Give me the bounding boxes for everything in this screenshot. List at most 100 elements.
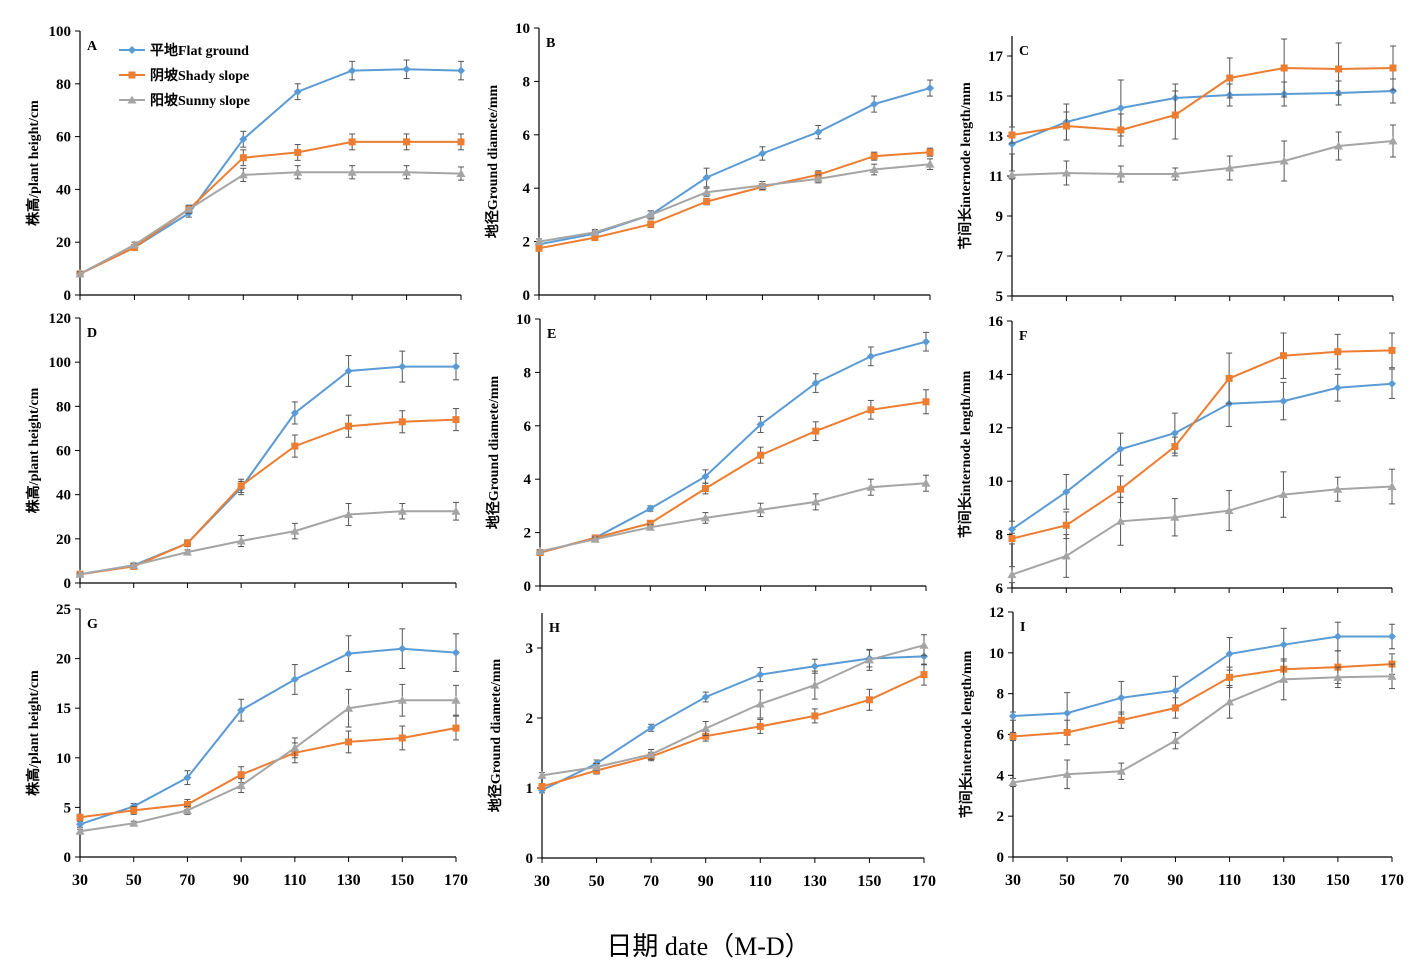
panel-B: 0 2 4 6 8 10 地径Ground diamete/mm B	[484, 21, 935, 304]
series-line	[541, 673, 925, 788]
data-point	[1171, 111, 1179, 119]
data-point	[756, 670, 765, 679]
legend: 平地Flat ground 阴坡Shady slope 阳坡Sunny slope	[119, 42, 250, 109]
panel-G: 0 5 10 15 20 25 30 50 70 90 110 130 150 170 株高/plant h…	[25, 602, 468, 889]
series-line	[539, 482, 927, 553]
data-point	[811, 379, 820, 388]
data-point	[1061, 168, 1071, 177]
data-point	[344, 649, 353, 658]
y-tick-label: 0	[64, 850, 72, 866]
data-point	[1062, 521, 1070, 529]
y-axis-title: 地径Ground diamete/mm	[487, 658, 504, 812]
data-point	[756, 505, 766, 514]
x-tick-label: 30	[1005, 872, 1021, 889]
series-line	[538, 163, 931, 243]
data-point	[344, 367, 353, 375]
data-point	[702, 732, 710, 740]
data-point	[1116, 169, 1126, 178]
series-shady-slope	[538, 663, 928, 791]
legend-marker	[127, 95, 137, 104]
data-point	[452, 724, 460, 732]
data-point	[1387, 671, 1397, 680]
y-tick-label: 6	[996, 581, 1004, 597]
y-tick-label: 9	[996, 209, 1004, 225]
data-point	[1226, 673, 1234, 681]
x-axis-title: 日期 date（M-D）	[606, 932, 811, 961]
data-point	[700, 513, 710, 522]
data-point	[1170, 169, 1180, 178]
y-axis-title: 节间长internode length/mm	[958, 650, 975, 818]
y-tick-label: 10	[515, 21, 530, 37]
data-point	[757, 451, 765, 459]
data-point	[756, 420, 765, 429]
legend-label: 阴坡Shady slope	[150, 67, 249, 84]
data-point	[1170, 736, 1180, 745]
data-point	[814, 128, 823, 137]
data-point	[1171, 704, 1179, 712]
data-point	[236, 536, 246, 545]
data-point	[1225, 374, 1233, 382]
data-point	[1226, 74, 1234, 82]
data-point	[1279, 640, 1288, 649]
x-tick-label: 90	[233, 872, 249, 889]
data-point	[702, 173, 711, 182]
data-point	[1116, 516, 1126, 525]
data-point	[591, 234, 599, 242]
data-point	[646, 210, 656, 219]
series-shady-slope	[1008, 38, 1397, 147]
data-point	[76, 813, 84, 821]
data-point	[347, 167, 357, 176]
data-point	[452, 416, 460, 424]
series-sunny-slope	[1007, 468, 1397, 584]
y-tick-label: 6	[524, 419, 532, 435]
data-point	[397, 506, 407, 515]
series-flat-ground	[1009, 621, 1396, 734]
data-point	[755, 699, 765, 708]
series-line	[541, 655, 925, 791]
panel-label: C	[1019, 44, 1029, 59]
data-point	[534, 237, 544, 246]
x-tick-label: 170	[444, 872, 468, 889]
data-point	[402, 167, 412, 176]
y-tick-label: 8	[523, 74, 531, 90]
data-point	[402, 65, 411, 74]
data-point	[1334, 141, 1344, 150]
y-tick-label: 12	[989, 605, 1004, 621]
series-line	[1011, 140, 1394, 176]
panel-label: E	[547, 327, 556, 342]
data-point	[1333, 383, 1342, 392]
data-point	[811, 712, 819, 720]
data-point	[812, 427, 820, 435]
panel-E: 0 2 4 6 8 10 地径Ground diamete/mm E	[485, 312, 931, 595]
series-sunny-slope	[535, 474, 931, 555]
data-point	[75, 569, 85, 578]
data-point	[1170, 512, 1180, 521]
y-tick-label: 0	[524, 579, 532, 595]
data-point	[1116, 445, 1125, 454]
data-point	[1062, 487, 1071, 496]
x-tick-label: 90	[1167, 872, 1183, 889]
data-point	[1335, 65, 1343, 73]
x-tick-label: 150	[390, 872, 414, 889]
x-tick-label: 110	[1218, 872, 1241, 889]
y-tick-label: 120	[49, 311, 72, 327]
data-point	[922, 337, 930, 346]
data-point	[1333, 632, 1342, 641]
y-axis-title: 株高/plant height/cm	[25, 387, 42, 513]
y-tick-label: 80	[56, 399, 71, 415]
data-point	[1389, 87, 1397, 95]
data-point	[646, 504, 655, 513]
series-shady-slope	[76, 408, 460, 578]
data-point	[925, 159, 935, 168]
y-tick-label: 11	[989, 169, 1003, 185]
x-tick-label: 50	[589, 873, 605, 890]
y-axis-title: 地径Ground diamete/mm	[485, 375, 502, 529]
y-axis-title: 节间长internode length/mm	[957, 82, 974, 250]
y-tick-label: 10	[516, 312, 531, 328]
data-point	[237, 482, 245, 490]
x-tick-label: 130	[1272, 872, 1296, 889]
data-point	[1063, 709, 1072, 718]
series-sunny-slope	[1008, 658, 1397, 790]
y-axis-title: 地径Ground diamete/mm	[484, 84, 501, 238]
series-line	[538, 87, 931, 246]
